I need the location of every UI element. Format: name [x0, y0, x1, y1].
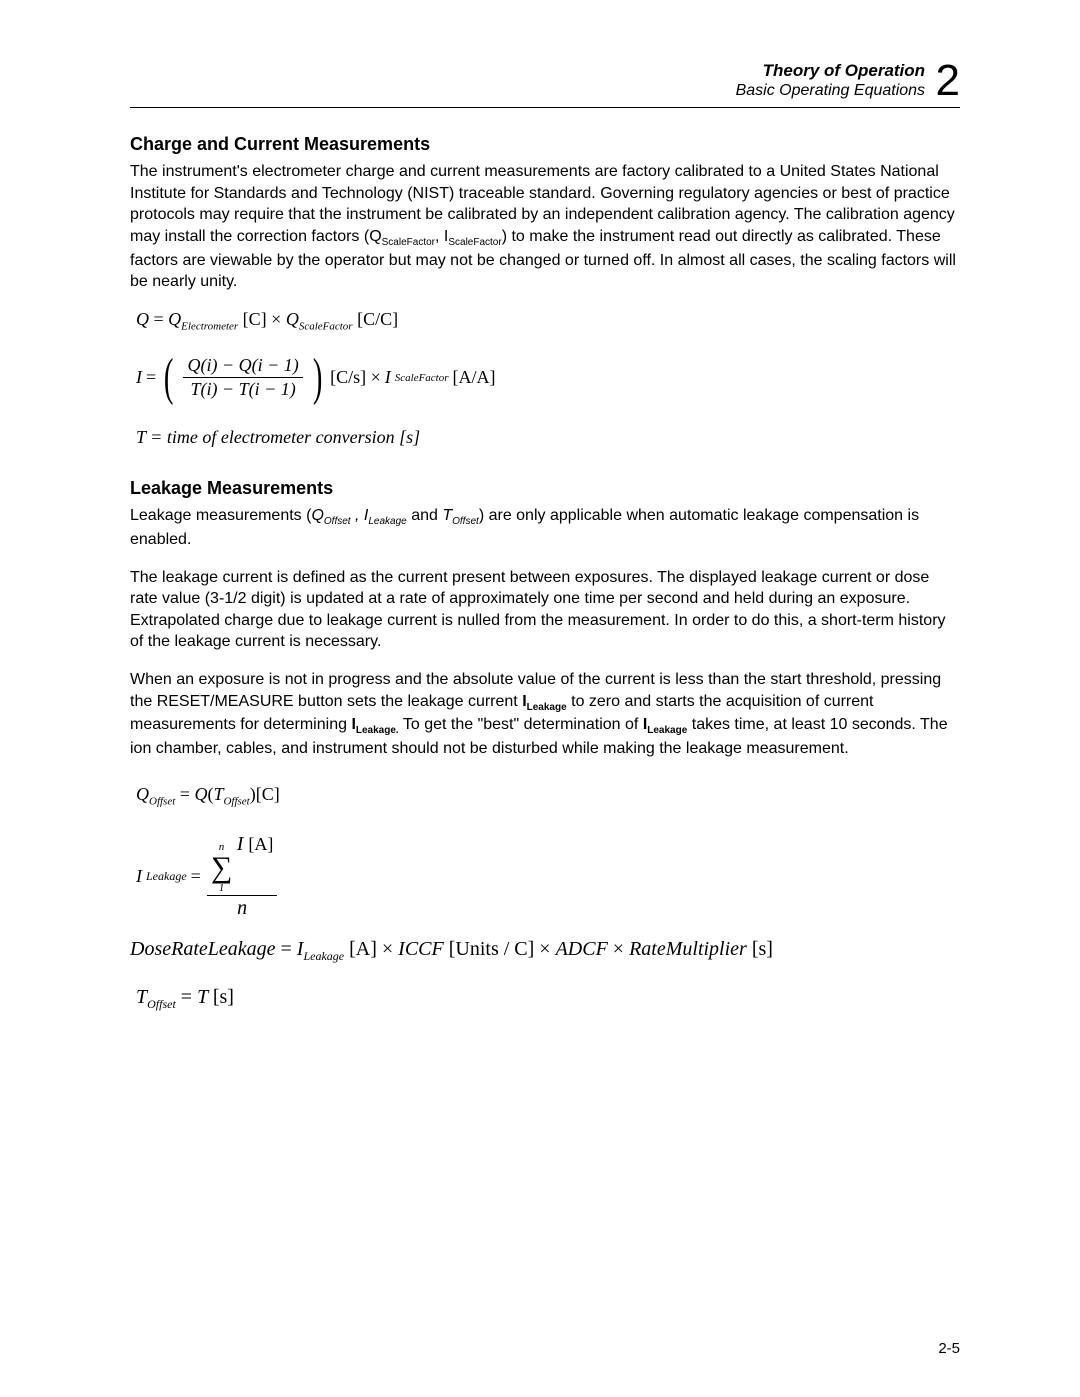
para-leakage-1: Leakage measurements (QOffset , ILeakage… [130, 505, 960, 550]
text: Leakage measurements ( [130, 507, 311, 524]
header-subtitle: Basic Operating Equations [736, 81, 925, 101]
section-heading-charge: Charge and Current Measurements [130, 134, 960, 155]
text: Q(i) − Q(i − 1) [187, 355, 298, 375]
var: T [136, 986, 147, 1008]
var: Q [311, 507, 323, 524]
denominator: T(i) − T(i − 1) [186, 379, 299, 400]
subscript: Offset [452, 516, 479, 527]
page: Theory of Operation Basic Operating Equa… [0, 0, 1080, 1397]
unit: [C] [256, 784, 280, 804]
header-rule [130, 107, 960, 108]
page-header: Theory of Operation Basic Operating Equa… [130, 60, 960, 101]
para-charge-intro: The instrument's electrometer charge and… [130, 161, 960, 293]
var: T [197, 986, 213, 1008]
sigma-bottom: 1 [219, 883, 225, 894]
text: , I [435, 228, 448, 245]
fraction: n ∑ 1 I [A] n [207, 833, 278, 920]
var: DoseRateLeakage [130, 938, 276, 960]
equation-i: I = ( Q(i) − Q(i − 1) T(i) − T(i − 1) ) … [136, 355, 960, 402]
text: T(i) − T(i − 1) [190, 379, 295, 399]
para-leakage-2: The leakage current is defined as the cu… [130, 567, 960, 653]
unit: [A] × [344, 938, 398, 960]
op: = [175, 784, 194, 804]
unit: [A] [248, 834, 273, 854]
text: , [351, 507, 364, 524]
op: = [191, 866, 201, 887]
section-heading-leakage: Leakage Measurements [130, 478, 960, 499]
numerator: Q(i) − Q(i − 1) [183, 355, 302, 376]
op: = [146, 367, 156, 388]
var: ICCF [398, 938, 444, 960]
para-leakage-3: When an exposure is not in progress and … [130, 669, 960, 760]
fraction-bar [207, 895, 278, 896]
subscript: ScaleFactor [395, 372, 449, 384]
sigma-icon: n ∑ 1 [211, 842, 232, 894]
op: × [271, 309, 281, 329]
subscript: ScaleFactor [299, 321, 353, 333]
var: Q [168, 309, 181, 329]
equation-q: Q = QElectrometer [C] × QScaleFactor [C/… [136, 309, 960, 333]
op: = [276, 938, 297, 960]
var: ADCF [556, 938, 608, 960]
var: Q [194, 784, 207, 804]
subscript: ScaleFactor [448, 237, 501, 248]
page-number: 2-5 [938, 1340, 960, 1357]
subscript: Electrometer [181, 321, 238, 333]
text: and [407, 507, 443, 524]
fraction: Q(i) − Q(i − 1) T(i) − T(i − 1) [183, 355, 302, 400]
op: × [608, 938, 629, 960]
paren-right-icon: ) [313, 355, 323, 402]
op: = [176, 986, 197, 1008]
subscript: Leakage [527, 702, 567, 713]
header-title: Theory of Operation [736, 60, 925, 81]
equation-t: T = time of electrometer conversion [s] [136, 427, 960, 448]
var: I [136, 866, 142, 887]
unit: [Units / C] × [444, 938, 556, 960]
var: Q [136, 784, 149, 804]
equation-ileakage: I Leakage = n ∑ 1 I [A] n [136, 833, 960, 920]
subscript: ScaleFactor [382, 237, 435, 248]
chapter-number: 2 [936, 61, 960, 101]
subscript: Offset [223, 795, 249, 807]
subscript: Leakage [303, 949, 344, 963]
text: T = time of electrometer conversion [s] [136, 427, 420, 447]
subscript: Offset [324, 516, 351, 527]
var: I [136, 367, 142, 388]
subscript: Offset [149, 795, 175, 807]
var: RateMultiplier [629, 938, 747, 960]
unit: [s] [747, 938, 773, 960]
numerator: n ∑ 1 I [A] [207, 833, 278, 894]
unit: [s] [213, 986, 234, 1008]
var: I [385, 367, 391, 388]
unit: [A/A] [453, 367, 496, 388]
subscript: Leakage [368, 516, 406, 527]
var: Q [281, 309, 299, 329]
var: I [237, 833, 249, 855]
unit: [C/s] × [330, 367, 381, 388]
unit: [C/C] [353, 309, 399, 329]
unit: [C] [238, 309, 271, 329]
subscript: Leakage. [356, 725, 399, 736]
paren-left-icon: ( [164, 355, 174, 402]
var: T [213, 784, 223, 804]
subscript: Leakage [146, 869, 187, 884]
equation-qoffset: QOffset = Q(TOffset)[C] [136, 784, 960, 808]
denominator: n [233, 897, 251, 920]
fraction-bar [183, 377, 302, 378]
op: = [149, 309, 168, 329]
text: To get the "best" determination of [399, 716, 643, 733]
subscript: Offset [147, 997, 176, 1011]
var: Q [136, 309, 149, 329]
header-text-block: Theory of Operation Basic Operating Equa… [736, 60, 925, 101]
equation-doserate: DoseRateLeakage = ILeakage [A] × ICCF [U… [130, 938, 960, 964]
equation-toffset: TOffset = T [s] [136, 986, 960, 1012]
subscript: Leakage [647, 725, 687, 736]
var: T [442, 507, 452, 524]
